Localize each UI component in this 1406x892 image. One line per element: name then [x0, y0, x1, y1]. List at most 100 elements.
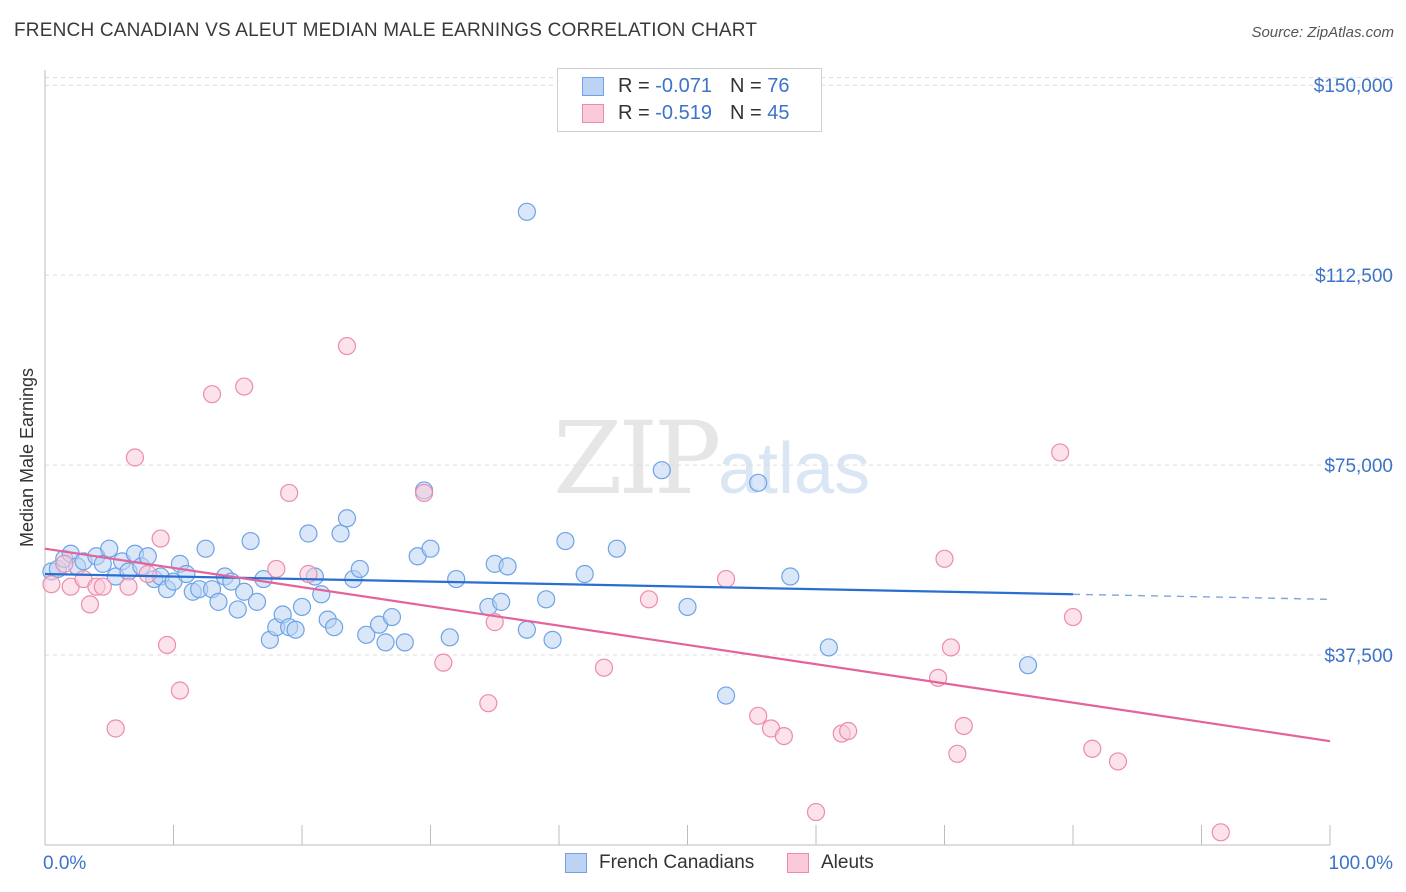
legend-row-aleuts: R = -0.519 N = 45 — [582, 101, 789, 125]
french-canadian-point — [241, 531, 260, 551]
legend-r-label: R = — [618, 74, 650, 97]
legend-n-label: N = — [729, 74, 762, 97]
french-canadian-point — [196, 539, 215, 558]
aleut-point — [151, 529, 170, 548]
french-canadian-point — [357, 625, 376, 644]
french-canadian-point — [447, 569, 466, 589]
aleut-point — [749, 706, 768, 725]
y-tick-label: $37,500 — [1324, 646, 1393, 667]
french-canadian-point — [325, 618, 344, 637]
aleut-point — [80, 595, 100, 614]
legend-swatch-pink — [582, 103, 604, 123]
series-label-french-canadians: French Canadians — [599, 852, 755, 873]
y-tick-label: $75,000 — [1324, 456, 1393, 477]
aleut-point — [170, 681, 190, 700]
french-canadian-point — [209, 592, 228, 611]
legend-row-french-canadians: R = -0.071 N = 76 — [582, 74, 789, 98]
french-canadian-point — [331, 524, 350, 543]
french-canadian-point — [292, 597, 312, 617]
aleut-point — [806, 802, 826, 822]
aleut-point — [119, 577, 138, 596]
series-legend-aleuts: Aleuts — [787, 852, 874, 874]
french-canadian-point — [716, 686, 736, 705]
series-legend: French Canadians Aleuts — [0, 852, 1406, 878]
legend-n-value: 45 — [767, 101, 790, 124]
french-canadian-trend-line — [44, 572, 1074, 596]
french-canadian-point — [492, 592, 511, 611]
aleut-point — [202, 385, 222, 404]
french-canadian-trend-extension — [1072, 593, 1331, 601]
series-swatch-blue — [565, 853, 587, 873]
french-canadian-point — [819, 638, 838, 657]
aleut-point — [280, 483, 299, 503]
aleut-point — [948, 744, 967, 763]
french-canadian-point — [421, 539, 440, 558]
series-label-aleuts: Aleuts — [821, 852, 874, 873]
aleut-point — [485, 613, 504, 632]
aleut-point — [935, 549, 954, 568]
french-canadian-point — [382, 607, 402, 627]
french-canadian-point — [100, 539, 119, 558]
y-tick-label: $112,500 — [1315, 266, 1393, 287]
aleut-point — [1063, 607, 1083, 627]
correlation-legend: R = -0.071 N = 76 R = -0.519 N = 45 — [557, 68, 822, 132]
legend-n-value: 76 — [767, 74, 790, 97]
series-legend-french-canadians: French Canadians — [565, 852, 754, 874]
legend-swatch-blue — [582, 76, 604, 96]
french-canadian-point — [1018, 656, 1038, 675]
legend-r-label: R = — [618, 101, 650, 124]
french-canadian-point — [498, 557, 517, 576]
x-tick-label-min: 0.0% — [43, 853, 86, 874]
french-canadian-point — [556, 531, 575, 551]
french-canadian-point — [337, 509, 357, 528]
french-canadian-point — [247, 592, 267, 611]
aleut-point — [1083, 739, 1102, 758]
french-canadian-point — [93, 554, 112, 573]
aleut-point — [93, 577, 112, 596]
aleut-point — [1108, 752, 1128, 771]
aleut-point — [235, 377, 254, 396]
aleut-point — [138, 564, 157, 584]
french-canadian-point — [350, 559, 369, 579]
source-label: Source: ZipAtlas.com — [1251, 24, 1394, 41]
aleut-point — [1211, 823, 1230, 842]
aleut-point — [639, 590, 659, 609]
y-tick-label: $150,000 — [1314, 76, 1393, 97]
aleut-point — [954, 716, 973, 736]
french-canadian-point — [537, 590, 556, 609]
aleut-point — [434, 653, 453, 672]
aleut-point — [774, 726, 793, 746]
x-tick-label-max: 100.0% — [1329, 853, 1394, 874]
aleut-point — [941, 638, 961, 657]
series-swatch-pink — [787, 853, 809, 873]
aleut-point — [267, 559, 286, 579]
french-canadian-point — [652, 461, 671, 480]
aleut-point — [106, 719, 125, 738]
aleut-point — [479, 694, 498, 713]
legend-n-label: N = — [729, 101, 762, 124]
watermark-atlas: atlas — [718, 429, 871, 509]
aleut-point — [125, 448, 145, 467]
french-canadian-point — [286, 620, 305, 639]
french-canadian-point — [575, 564, 594, 584]
french-canadian-point — [228, 600, 247, 619]
aleut-trend-line — [44, 547, 1331, 743]
aleut-point — [716, 569, 736, 589]
french-canadian-point — [299, 524, 318, 543]
french-canadian-point — [781, 567, 800, 586]
aleut-point — [42, 575, 61, 594]
french-canadian-point — [395, 633, 414, 652]
aleut-point — [55, 554, 74, 573]
french-canadian-point — [517, 620, 536, 639]
aleut-point — [414, 483, 434, 503]
aleut-point — [157, 635, 177, 655]
watermark-zip: ZIP — [553, 400, 721, 517]
aleut-point — [337, 336, 357, 356]
french-canadian-point — [607, 539, 626, 558]
french-canadian-point — [517, 202, 536, 221]
aleut-point — [839, 721, 858, 741]
aleut-point — [1051, 443, 1070, 462]
french-canadian-point — [543, 630, 562, 649]
french-canadian-point — [678, 597, 697, 617]
